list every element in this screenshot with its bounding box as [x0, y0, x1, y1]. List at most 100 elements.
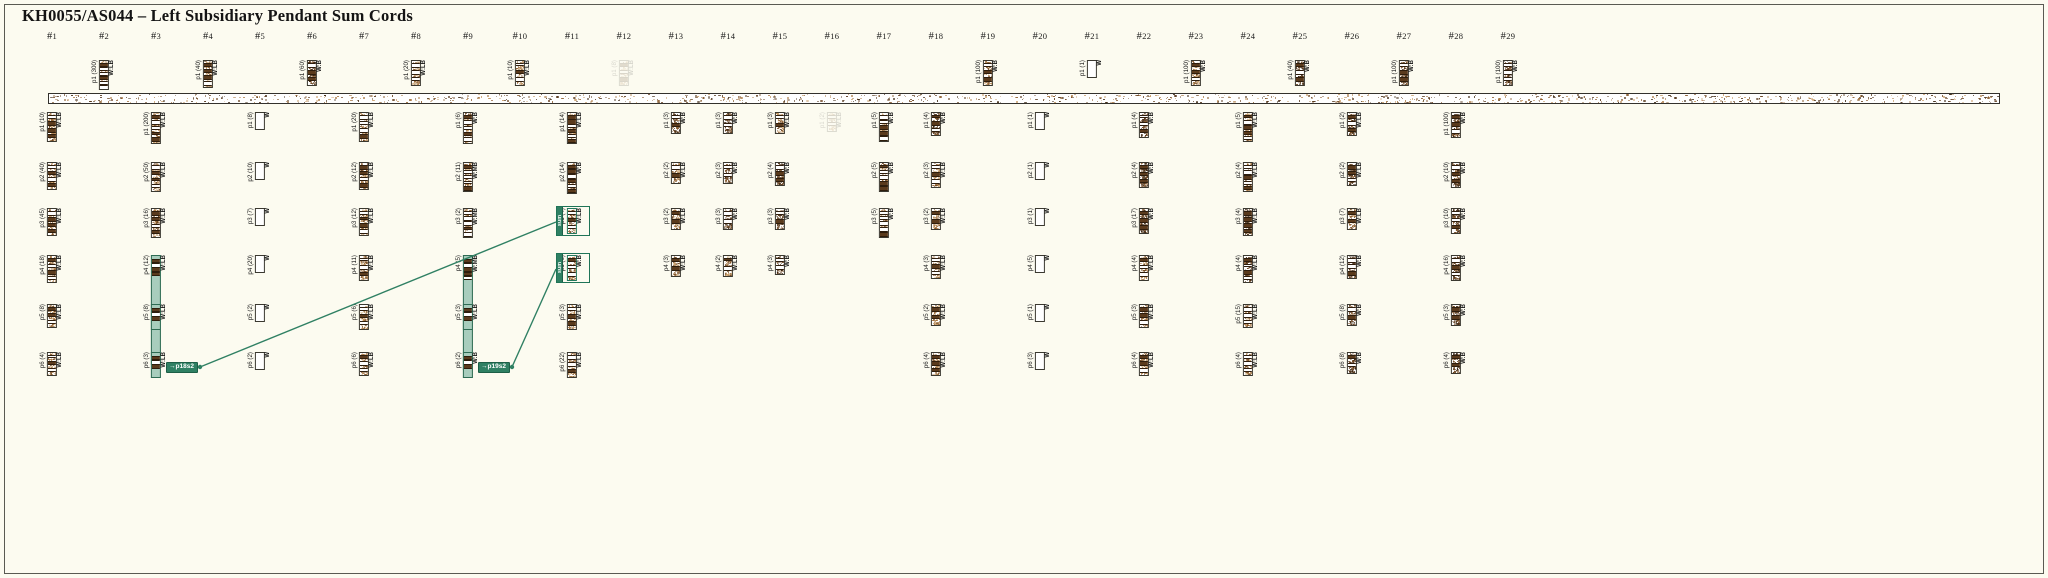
sum-link-badge-2[interactable]: →p19s2 — [478, 362, 510, 373]
cord-1-r3[interactable]: p3 (45) W:LB — [40, 208, 64, 236]
cord-1-r1[interactable]: p1 (10) W:LB — [40, 112, 64, 142]
cord-26-r6[interactable]: p6 (8) W:B — [1340, 352, 1364, 374]
cord-7-r2[interactable]: p2 (12) W:LB — [352, 162, 376, 190]
cord-1-r5[interactable]: p5 (8) W:LB — [40, 304, 64, 328]
cord-24-r5[interactable]: p5 (15) W:LB — [1236, 304, 1260, 328]
cord-8-above[interactable]: p1 (20) W:LB — [404, 60, 428, 86]
cord-15-r3[interactable]: p3 (3) W:B — [768, 208, 792, 230]
cord-2-above[interactable]: p1 (300) W:LB — [92, 60, 116, 90]
cord-3-r2[interactable]: p2 (50) W:LB — [144, 162, 168, 192]
cord-20-r1[interactable]: p1 (1) W — [1028, 112, 1052, 130]
cord-15-r2[interactable]: p2 (4) W:B — [768, 162, 792, 186]
cord-23-above[interactable]: p1 (100) W:B — [1184, 60, 1208, 86]
cord-13-r1[interactable]: p1 (3) W:B — [664, 112, 688, 134]
cord-25-above[interactable]: p1 (40) W:B — [1288, 60, 1312, 86]
cord-24-r6[interactable]: p6 (4) W:LB — [1236, 352, 1260, 376]
cord-15-r1[interactable]: p1 (3) W:LB — [768, 112, 792, 134]
cord-14-r1[interactable]: p1 (3) W:B — [716, 112, 740, 134]
cord-10-above[interactable]: p1 (10) W:LB — [508, 60, 532, 86]
cord-26-r2[interactable]: p2 (2) W:LB — [1340, 162, 1364, 186]
cord-13-r4[interactable]: p4 (3) W:LB — [664, 255, 688, 277]
cord-11-r1[interactable]: p1 (14) W:LB — [560, 112, 584, 144]
cord-20-r2[interactable]: p2 (1) W — [1028, 162, 1052, 180]
cord-28-r6[interactable]: p6 (4) W:B — [1444, 352, 1468, 374]
cord-14-r2[interactable]: p2 (3) W:B — [716, 162, 740, 184]
sum-cord-tab[interactable]: sum — [556, 253, 563, 283]
cord-1-r2[interactable]: p2 (40) W:LB — [40, 162, 64, 190]
cord-29-above[interactable]: p1 (100) W:B — [1496, 60, 1520, 86]
cord-22-r5[interactable]: p5 (3) W:LB — [1132, 304, 1156, 328]
cord-14-r4[interactable]: p4 (2) W:LB — [716, 255, 740, 277]
cord-22-r3[interactable]: p3 (17) W:B — [1132, 208, 1156, 234]
cord-28-r4[interactable]: p4 (16) W:B — [1444, 255, 1468, 281]
cord-19-above[interactable]: p1 (100) W:B — [976, 60, 1000, 86]
sum-cord-tab[interactable]: sum — [556, 206, 563, 236]
cord-13-r3[interactable]: p3 (2) W:LB — [664, 208, 688, 230]
cord-24-r3[interactable]: p3 (4) W:LB — [1236, 208, 1260, 236]
cord-26-r1[interactable]: p1 (2) W:LB — [1340, 112, 1364, 136]
cord-21-above[interactable]: p1 (1) W — [1080, 60, 1104, 78]
cord-11-r6[interactable]: p6 (22) W:LB — [560, 352, 584, 378]
cord-7-r4[interactable]: p4 (11) W:LB — [352, 255, 376, 281]
cord-28-r2[interactable]: p2 (10) W:B — [1444, 162, 1468, 188]
cord-5-r1[interactable]: p1 (8) W — [248, 112, 272, 130]
cord-17-r3[interactable]: p3 (5) W:B — [872, 208, 896, 238]
cord-15-r4[interactable]: p4 (3) W:B — [768, 255, 792, 275]
cord-20-r6[interactable]: p6 (3) W — [1028, 352, 1052, 370]
cord-22-r1[interactable]: p1 (4) W:B — [1132, 112, 1156, 138]
cord-9-r5[interactable]: p5 (3) W:LB — [456, 304, 480, 330]
cord-5-r2[interactable]: p2 (10) W — [248, 162, 272, 182]
cord-9-r2[interactable]: p2 (11) W:MB — [456, 162, 480, 192]
cord-27-above[interactable]: p1 (100) W:B — [1392, 60, 1416, 86]
cord-16-r1[interactable]: p1 (2) W:LB — [820, 112, 844, 132]
cord-13-r2[interactable]: p2 (2) W:LB — [664, 162, 688, 184]
cord-11-r4[interactable]: p1 (6)W:B — [560, 255, 584, 281]
cord-18-r1[interactable]: p1 (4) W:B — [924, 112, 948, 136]
cord-20-r4[interactable]: p4 (5) W — [1028, 255, 1052, 273]
cord-7-r5[interactable]: p5 (6) W:LB — [352, 304, 376, 330]
cord-20-r3[interactable]: p3 (1) W — [1028, 208, 1052, 226]
cord-5-r3[interactable]: p3 (7) W — [248, 208, 272, 226]
cord-24-r2[interactable]: p2 (4) W:LB — [1236, 162, 1260, 192]
cord-26-r5[interactable]: p5 (8) W:B — [1340, 304, 1364, 326]
cord-24-r1[interactable]: p1 (5) W:LB — [1236, 112, 1260, 142]
cord-28-r3[interactable]: p3 (10) W:B — [1444, 208, 1468, 234]
cord-11-r2[interactable]: p2 (14) W:B — [560, 162, 584, 194]
cord-3-r6[interactable]: p6 (3) W:LB — [144, 352, 168, 378]
cord-6-above[interactable]: p1 (60) W:B — [300, 60, 324, 86]
cord-4-above[interactable]: p1 (40) W:LB — [196, 60, 220, 88]
cord-18-r3[interactable]: p3 (2) W:LB — [924, 208, 948, 230]
cord-18-r4[interactable]: p4 (3) W:LB — [924, 255, 948, 279]
cord-3-r5[interactable]: p5 (8) W:LB — [144, 304, 168, 330]
cord-7-r6[interactable]: p6 (6) W:LB — [352, 352, 376, 376]
cord-12-above[interactable]: p1 (8) W:LB — [612, 60, 636, 86]
cord-7-r1[interactable]: p1 (20) W:LB — [352, 112, 376, 142]
cord-1-r6[interactable]: p6 (4) W:LB — [40, 352, 64, 376]
cord-5-r5[interactable]: p5 (2) W — [248, 304, 272, 322]
cord-11-r3[interactable]: p1 (4)W:LB — [560, 208, 584, 234]
cord-22-r4[interactable]: p4 (4) W:LB — [1132, 255, 1156, 281]
cord-5-r4[interactable]: p4 (20) W — [248, 255, 272, 275]
cord-9-r1[interactable]: p1 (6) W:B — [456, 112, 480, 144]
cord-28-r1[interactable]: p1 (100) W:B — [1444, 112, 1468, 138]
cord-18-r2[interactable]: p2 (3) W:LB — [924, 162, 948, 188]
cord-9-r3[interactable]: p3 (2) W:MB — [456, 208, 480, 238]
cord-7-r3[interactable]: p3 (12) W:LB — [352, 208, 376, 236]
cord-1-r4[interactable]: p4 (18) W:LB — [40, 255, 64, 283]
cord-28-r5[interactable]: p5 (3) W:B — [1444, 304, 1468, 326]
cord-17-r2[interactable]: p2 (5) W:B — [872, 162, 896, 192]
cord-11-r5[interactable]: p5 (3) W:LB — [560, 304, 584, 330]
cord-20-r5[interactable]: p5 (1) W — [1028, 304, 1052, 322]
cord-3-r1[interactable]: p1 (200) W:LB — [144, 112, 168, 144]
cord-26-r3[interactable]: p3 (7) W:LB — [1340, 208, 1364, 230]
cord-9-r6[interactable]: p6 (2) W:B — [456, 352, 480, 378]
cord-18-r5[interactable]: p5 (2) W:LB — [924, 304, 948, 326]
cord-22-r2[interactable]: p2 (4) W:B — [1132, 162, 1156, 188]
cord-26-r4[interactable]: p4 (12) W:B — [1340, 255, 1364, 279]
cord-24-r4[interactable]: p4 (4) W:LB — [1236, 255, 1260, 283]
cord-18-r6[interactable]: p6 (4) W:LB — [924, 352, 948, 376]
cord-5-r6[interactable]: p6 (2) W — [248, 352, 272, 370]
cord-3-r3[interactable]: p3 (16) W:LB — [144, 208, 168, 238]
sum-link-badge-1[interactable]: →p18s2 — [166, 362, 198, 373]
cord-22-r6[interactable]: p6 (4) W:LB — [1132, 352, 1156, 376]
